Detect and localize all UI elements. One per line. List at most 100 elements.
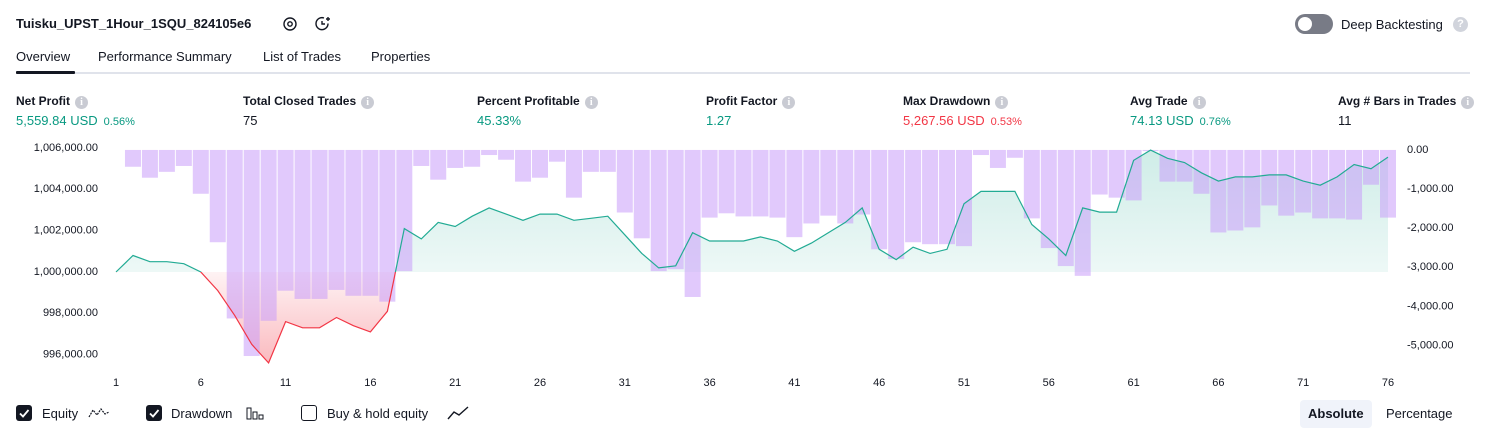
drawdown-bar [1278, 149, 1295, 216]
drawdown-bar [464, 149, 481, 167]
drawdown-bar [1244, 149, 1261, 228]
drawdown-bar [1210, 149, 1227, 233]
drawdown-bar [209, 149, 226, 243]
drawdown-bar [1108, 149, 1125, 198]
drawdown-bar [294, 149, 311, 299]
drawdown-bar [124, 149, 141, 167]
y2-tick-label: -5,000.00 [1407, 339, 1453, 351]
active-tab-underline [16, 71, 75, 74]
x-tick-label: 6 [198, 377, 204, 389]
legend-checkbox[interactable] [301, 405, 317, 421]
x-tick-label: 46 [873, 377, 885, 389]
drawdown-bar [532, 149, 548, 178]
drawdown-bar [1380, 149, 1396, 218]
legend-checkbox[interactable] [16, 405, 32, 421]
drawdown-bar [1006, 149, 1023, 158]
drawdown-bar [498, 149, 515, 160]
drawdown-bar [718, 149, 735, 214]
drawdown-bar [311, 149, 328, 299]
drawdown-bar [922, 149, 939, 245]
drawdown-bar [667, 149, 684, 270]
drawdown-bar [752, 149, 769, 217]
drawdown-bar [1074, 149, 1091, 276]
drawdown-bar [1346, 149, 1363, 220]
x-tick-label: 21 [449, 377, 461, 389]
toggle-knob [1298, 17, 1312, 31]
metric-label-text: Total Closed Trades [243, 94, 357, 108]
y-tick-label: 998,000.00 [43, 307, 98, 319]
tab[interactable]: Properties [371, 49, 431, 64]
metric-label: Total Closed Trades i [243, 94, 375, 109]
legend-label: Buy & hold equity [327, 406, 429, 421]
drawdown-bar [854, 149, 871, 215]
drawdown-bar [243, 149, 260, 357]
drawdown-bar [1159, 149, 1176, 182]
x-tick-label: 56 [1043, 377, 1055, 389]
x-tick-label: 41 [788, 377, 800, 389]
metric-value-text: 75 [243, 113, 258, 128]
drawdown-bar [328, 149, 345, 290]
legend-icon [246, 407, 264, 420]
check-mark [149, 409, 160, 418]
drawdown-bar [1040, 149, 1057, 249]
drawdown-bar [599, 149, 616, 172]
drawdown-bar [905, 149, 922, 243]
tab-divider [16, 72, 1470, 74]
drawdown-bar [277, 149, 294, 291]
help-icon[interactable]: ? [1453, 17, 1468, 32]
metric-value-text: 1.27 [706, 113, 732, 128]
metric-value: 1.27 [706, 113, 731, 128]
metric-label: Avg # Bars in Trades i [1338, 94, 1475, 109]
settings-icon[interactable] [281, 15, 299, 33]
metric-label: Avg Trade i [1130, 94, 1206, 109]
y2-tick-label: -1,000.00 [1407, 183, 1453, 195]
x-tick-label: 11 [280, 377, 291, 389]
metric-label-text: Profit Factor [706, 94, 778, 108]
x-tick-label: 26 [534, 377, 546, 389]
y-tick-label: 996,000.00 [43, 349, 98, 361]
info-icon: i [75, 96, 88, 109]
legend-icon [447, 406, 469, 420]
tab[interactable]: Overview [16, 49, 71, 64]
x-tick-label: 36 [703, 377, 715, 389]
deep-backtesting-toggle[interactable] [1295, 14, 1333, 34]
y2-tick-label: -2,000.00 [1407, 222, 1453, 234]
metric-label-text: Net Profit [16, 94, 70, 108]
metric-label-text: Avg Trade [1130, 94, 1188, 108]
metric-value: 75 [243, 113, 257, 128]
legend-checkbox[interactable] [146, 405, 162, 421]
metric-percent: 0.56% [103, 116, 135, 128]
drawdown-bar [1312, 149, 1329, 219]
drawdown-bar [956, 149, 972, 247]
drawdown-bar [1329, 149, 1346, 219]
x-tick-label: 66 [1212, 377, 1224, 389]
y-tick-label: 1,006,000.00 [34, 142, 98, 154]
y-tick-label: 1,004,000.00 [34, 183, 98, 195]
drawdown-bar [803, 149, 820, 224]
metric-value: 11 [1338, 113, 1352, 128]
view-mode-button[interactable]: Absolute [1300, 400, 1372, 428]
drawdown-bar [1023, 149, 1040, 219]
info-icon: i [1461, 96, 1475, 109]
reload-icon[interactable] [313, 14, 333, 34]
drawdown-bar [141, 149, 158, 178]
legend-icon [88, 407, 110, 418]
drawdown-bar [226, 149, 243, 319]
metric-value-text: 45.33% [477, 113, 522, 128]
metric-value: 45.33% [477, 113, 521, 128]
drawdown-bar [430, 149, 447, 180]
drawdown-bar [633, 149, 650, 239]
tab[interactable]: Performance Summary [98, 49, 232, 64]
view-mode-button[interactable]: Percentage [1386, 406, 1453, 421]
drawdown-bar [1176, 149, 1193, 182]
info-icon: i [995, 96, 1009, 109]
drawdown-bar [396, 149, 413, 272]
x-tick-label: 1 [113, 377, 119, 389]
metric-value: 5,267.56 USD 0.53% [903, 113, 1022, 128]
tab[interactable]: List of Trades [263, 49, 342, 64]
drawdown-bar [1227, 149, 1244, 231]
drawdown-bar [701, 149, 718, 218]
drawdown-bar [972, 149, 989, 156]
x-tick-label: 61 [1127, 377, 1139, 389]
